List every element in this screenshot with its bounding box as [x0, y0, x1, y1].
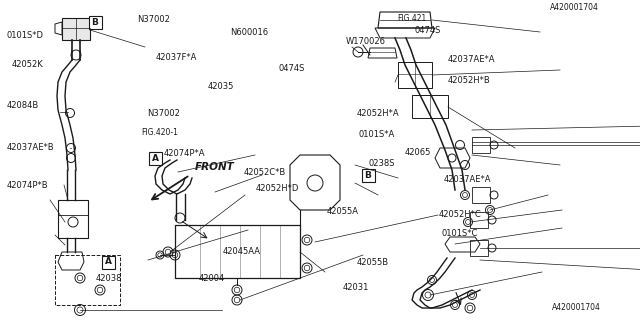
- Text: 42031: 42031: [342, 284, 369, 292]
- Text: 42074P*B: 42074P*B: [6, 181, 48, 190]
- Text: W170026: W170026: [346, 37, 386, 46]
- Text: 42052C*B: 42052C*B: [243, 168, 285, 177]
- Text: 42055A: 42055A: [326, 207, 358, 216]
- Text: 0101S*A: 0101S*A: [358, 130, 395, 139]
- Text: 42037AE*A: 42037AE*A: [448, 55, 495, 64]
- Text: 42084B: 42084B: [6, 101, 38, 110]
- Text: 0101S*D: 0101S*D: [6, 31, 44, 40]
- Text: 42052K: 42052K: [12, 60, 44, 68]
- Text: 42037AE*B: 42037AE*B: [6, 143, 54, 152]
- Text: 42037F*A: 42037F*A: [156, 53, 197, 62]
- Text: 42037AE*A: 42037AE*A: [444, 175, 491, 184]
- Text: 42052H*A: 42052H*A: [357, 109, 400, 118]
- Text: N600016: N600016: [230, 28, 269, 36]
- Text: FIG.421: FIG.421: [397, 14, 426, 23]
- Text: 42052H*C: 42052H*C: [438, 210, 481, 219]
- Text: 42052H*B: 42052H*B: [448, 76, 491, 84]
- Polygon shape: [88, 15, 102, 28]
- Text: 42035: 42035: [208, 82, 234, 91]
- Text: 42065: 42065: [405, 148, 431, 156]
- Text: A420001704: A420001704: [552, 303, 601, 312]
- Text: 0474S: 0474S: [415, 26, 441, 35]
- Polygon shape: [148, 151, 161, 164]
- Polygon shape: [62, 18, 90, 40]
- Text: N37002: N37002: [138, 15, 170, 24]
- Text: B: B: [365, 171, 371, 180]
- Polygon shape: [362, 169, 374, 181]
- Text: FIG.420-1: FIG.420-1: [141, 128, 178, 137]
- Text: 42004: 42004: [198, 274, 225, 283]
- Text: 42055B: 42055B: [357, 258, 389, 267]
- Text: 42038: 42038: [96, 274, 122, 283]
- Text: FRONT: FRONT: [195, 162, 235, 172]
- Text: N37002: N37002: [147, 109, 180, 118]
- Text: 0474S: 0474S: [278, 64, 305, 73]
- Text: 42074P*A: 42074P*A: [163, 149, 205, 158]
- Text: 0101S*C: 0101S*C: [442, 229, 478, 238]
- Text: 42045AA: 42045AA: [223, 247, 260, 256]
- Text: A420001704: A420001704: [550, 3, 599, 12]
- Text: 42052H*D: 42052H*D: [256, 184, 300, 193]
- Text: A: A: [152, 154, 159, 163]
- Polygon shape: [102, 255, 115, 268]
- Text: 0238S: 0238S: [368, 159, 394, 168]
- Text: A: A: [104, 258, 111, 267]
- Text: B: B: [92, 18, 99, 27]
